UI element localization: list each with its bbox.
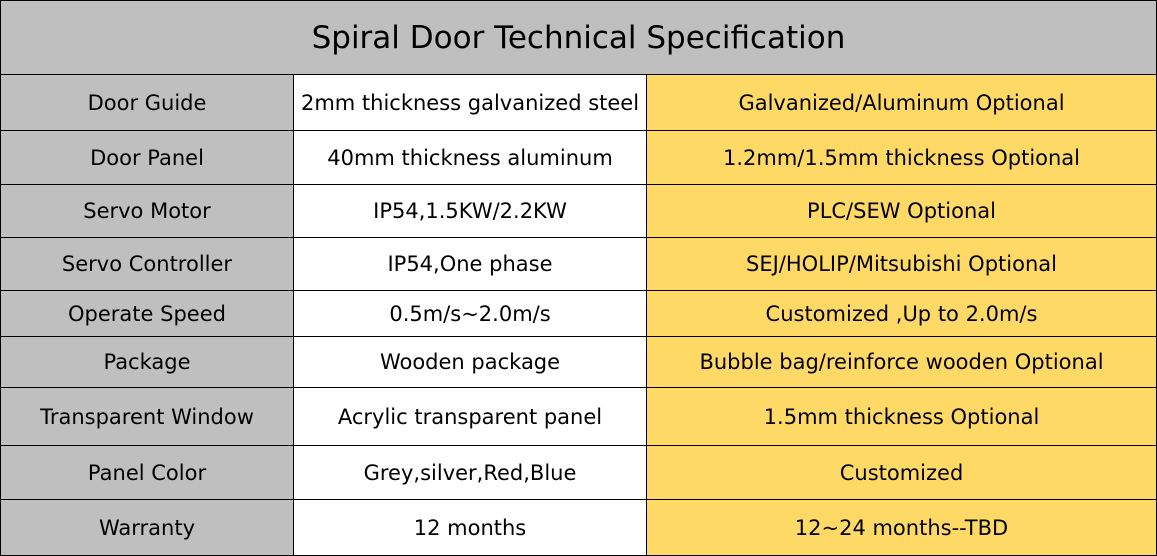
optional-spec: 12~24 months--TBD xyxy=(647,500,1157,556)
optional-spec: Customized xyxy=(647,446,1157,500)
row-label: Servo Motor xyxy=(0,185,294,238)
row-label: Panel Color xyxy=(0,446,294,500)
optional-spec: Customized ,Up to 2.0m/s xyxy=(647,291,1157,337)
row-label: Servo Controller xyxy=(0,238,294,291)
standard-spec: Acrylic transparent panel xyxy=(294,388,647,446)
table-title: Spiral Door Technical Specification xyxy=(0,0,1157,75)
standard-spec: 12 months xyxy=(294,500,647,556)
row-label: Warranty xyxy=(0,500,294,556)
row-label: Door Panel xyxy=(0,131,294,185)
row-label: Door Guide xyxy=(0,75,294,131)
standard-spec: Wooden package xyxy=(294,337,647,388)
row-label: Package xyxy=(0,337,294,388)
standard-spec: IP54,1.5KW/2.2KW xyxy=(294,185,647,238)
standard-spec: 40mm thickness aluminum xyxy=(294,131,647,185)
standard-spec: 2mm thickness galvanized steel xyxy=(294,75,647,131)
standard-spec: 0.5m/s~2.0m/s xyxy=(294,291,647,337)
optional-spec: Bubble bag/reinforce wooden Optional xyxy=(647,337,1157,388)
row-label: Transparent Window xyxy=(0,388,294,446)
row-label: Operate Speed xyxy=(0,291,294,337)
standard-spec: IP54,One phase xyxy=(294,238,647,291)
standard-spec: Grey,silver,Red,Blue xyxy=(294,446,647,500)
optional-spec: Galvanized/Aluminum Optional xyxy=(647,75,1157,131)
optional-spec: SEJ/HOLIP/Mitsubishi Optional xyxy=(647,238,1157,291)
optional-spec: 1.5mm thickness Optional xyxy=(647,388,1157,446)
optional-spec: PLC/SEW Optional xyxy=(647,185,1157,238)
optional-spec: 1.2mm/1.5mm thickness Optional xyxy=(647,131,1157,185)
